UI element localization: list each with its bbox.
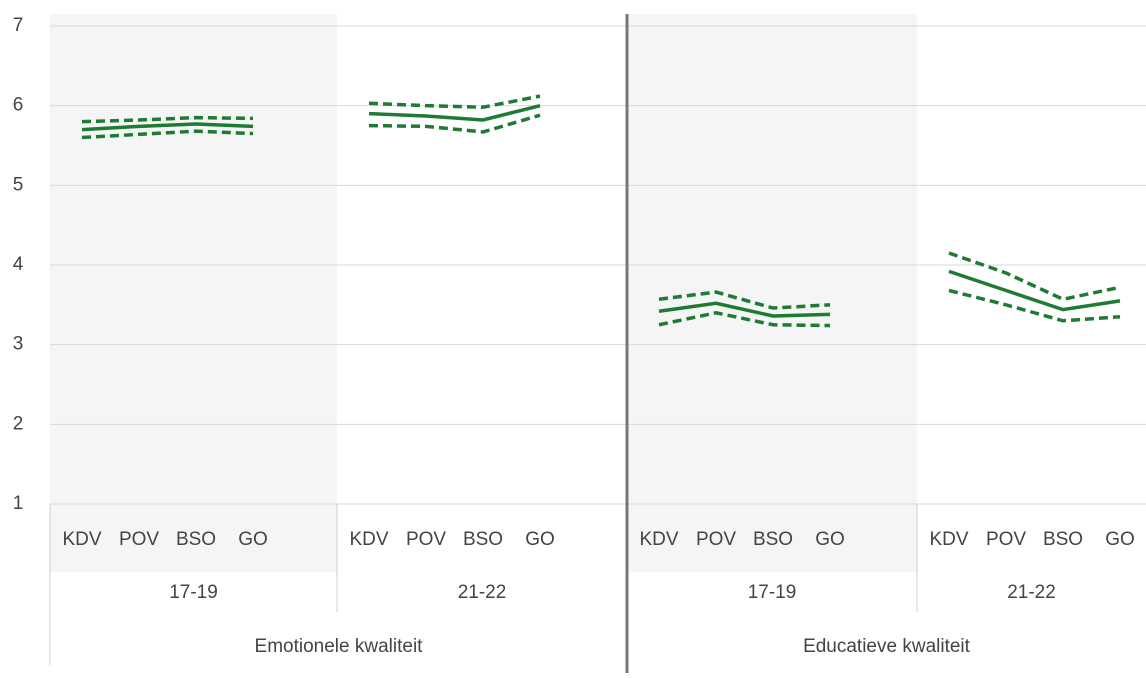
x-tick-label: POV — [696, 529, 736, 550]
mean-line — [948, 269, 1121, 312]
x-tick-label: BSO — [463, 529, 503, 550]
mean-line — [81, 122, 254, 132]
group-label: Emotionele kwaliteit — [255, 636, 424, 657]
x-tick-label: KDV — [62, 529, 101, 550]
x-tick-label: GO — [238, 529, 268, 550]
bound-line — [658, 290, 831, 310]
x-tick-label: GO — [815, 529, 845, 550]
bound-line — [948, 288, 1121, 323]
period-label: 21-22 — [458, 582, 507, 603]
y-tick-label: 5 — [13, 174, 24, 195]
x-tick-label: POV — [406, 529, 446, 550]
x-tick-label: KDV — [639, 529, 678, 550]
x-tick-label: GO — [1105, 529, 1135, 550]
bound-line — [368, 94, 541, 110]
mean-line — [368, 103, 541, 122]
bound-line — [658, 311, 831, 328]
x-tick-label: POV — [986, 529, 1026, 550]
x-tick-label: GO — [525, 529, 555, 550]
period-label: 17-19 — [169, 582, 218, 603]
x-tick-label: BSO — [1043, 529, 1083, 550]
bound-line — [948, 251, 1121, 302]
x-tick-label: KDV — [929, 529, 968, 550]
x-tick-label: POV — [119, 529, 159, 550]
y-tick-label: 7 — [13, 15, 24, 36]
x-tick-label: BSO — [753, 529, 793, 550]
group-label: Educatieve kwaliteit — [803, 636, 971, 657]
mean-line — [658, 301, 831, 318]
period-label: 21-22 — [1007, 582, 1056, 603]
y-tick-label: 6 — [13, 95, 24, 116]
bound-line — [368, 113, 541, 134]
y-tick-label: 4 — [13, 254, 24, 275]
bound-line — [81, 115, 254, 124]
y-tick-label: 1 — [13, 493, 24, 514]
panel-background — [627, 14, 917, 572]
bound-line — [81, 129, 254, 140]
panel-background — [50, 14, 337, 572]
period-label: 17-19 — [748, 582, 797, 603]
y-tick-label: 3 — [13, 334, 24, 355]
y-tick-label: 2 — [13, 413, 24, 434]
x-tick-label: KDV — [349, 529, 388, 550]
x-tick-label: BSO — [176, 529, 216, 550]
